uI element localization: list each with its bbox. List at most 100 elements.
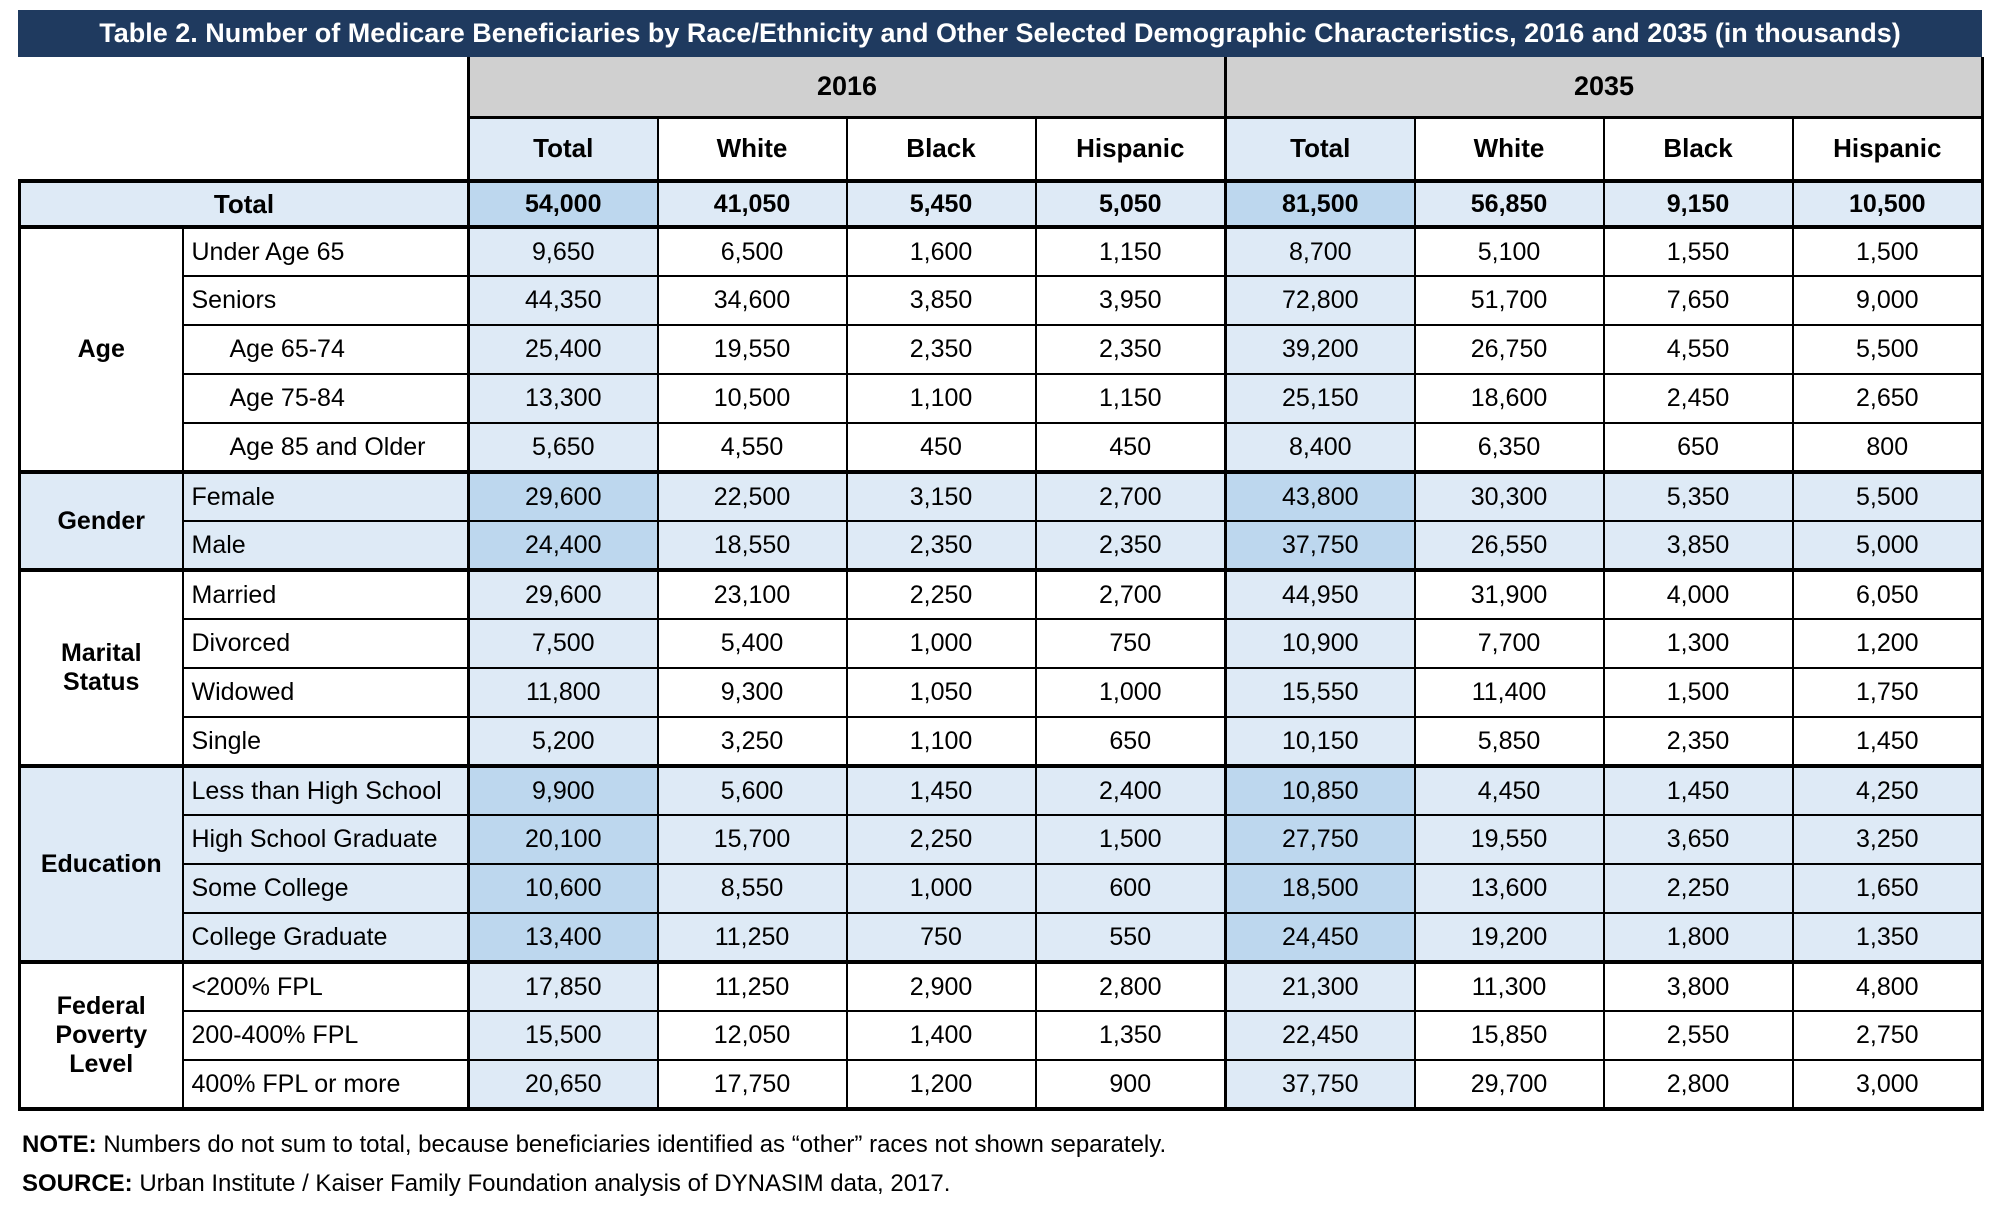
data-cell: 2,250 — [845, 568, 1037, 620]
data-cell: 2,550 — [1602, 1010, 1794, 1061]
table-row: Seniors 44,350 34,600 3,850 3,950 72,800 51,70… — [20, 275, 1985, 326]
group-label-education: Education — [18, 764, 184, 963]
data-cell: 11,250 — [656, 960, 848, 1012]
table-row: Age 75-84 13,300 10,500 1,100 1,150 25,150 18,… — [20, 373, 1985, 424]
column-header-row: Total White Black Hispanic Total White B… — [20, 116, 1985, 183]
data-cell: 2,250 — [845, 814, 1037, 865]
row-label: Some College — [181, 863, 470, 914]
data-cell: 7,650 — [1602, 275, 1794, 326]
data-cell: 750 — [1034, 618, 1227, 669]
table-row: Single 5,200 3,250 1,100 650 10,150 5,850 2,350… — [20, 716, 1985, 767]
group-label-federal-poverty-level: Federal Poverty Level — [18, 960, 184, 1111]
data-cell: 8,400 — [1224, 422, 1416, 473]
data-cell: 51,700 — [1413, 275, 1605, 326]
data-cell: 11,300 — [1413, 960, 1605, 1012]
table-row: Some College 10,600 8,550 1,000 600 18,500 13,… — [20, 863, 1985, 914]
data-cell: 2,800 — [1034, 960, 1227, 1012]
data-cell: 9,150 — [1602, 179, 1794, 229]
data-cell: 25,150 — [1224, 373, 1416, 424]
data-cell: 11,400 — [1413, 667, 1605, 718]
row-label: College Graduate — [181, 912, 470, 963]
data-cell: 1,000 — [845, 618, 1037, 669]
data-cell: 450 — [1034, 422, 1227, 473]
data-cell: 34,600 — [656, 275, 848, 326]
data-cell: 5,450 — [845, 179, 1037, 229]
data-cell: 9,000 — [1791, 275, 1985, 326]
data-cell: 1,150 — [1034, 373, 1227, 424]
year-header-2035: 2035 — [1224, 57, 1985, 119]
data-cell: 650 — [1034, 716, 1227, 767]
data-cell: 8,550 — [656, 863, 848, 914]
row-label: High School Graduate — [181, 814, 470, 865]
data-cell: 17,850 — [467, 960, 659, 1012]
data-cell: 15,700 — [656, 814, 848, 865]
data-cell: 27,750 — [1224, 814, 1416, 865]
col-header-total-2016: Total — [467, 116, 659, 183]
data-cell: 4,450 — [1413, 764, 1605, 816]
data-cell: 10,600 — [467, 863, 659, 914]
data-cell: 1,100 — [845, 716, 1037, 767]
data-cell: 17,750 — [656, 1059, 848, 1111]
beneficiaries-table: 2016 2035 Total White Black Hispanic Tot… — [18, 57, 1985, 1111]
data-cell: 7,500 — [467, 618, 659, 669]
data-cell: 1,500 — [1791, 225, 1985, 277]
data-cell: 4,800 — [1791, 960, 1985, 1012]
data-cell: 1,450 — [1791, 716, 1985, 767]
row-label: Divorced — [181, 618, 470, 669]
row-label: Age 75-84 — [181, 373, 470, 424]
col-header-total-2035: Total — [1224, 116, 1416, 183]
data-cell: 1,300 — [1602, 618, 1794, 669]
data-cell: 43,800 — [1224, 470, 1416, 522]
data-cell: 1,350 — [1791, 912, 1985, 963]
data-cell: 450 — [845, 422, 1037, 473]
data-cell: 6,050 — [1791, 568, 1985, 620]
data-cell: 3,250 — [1791, 814, 1985, 865]
data-cell: 5,350 — [1602, 470, 1794, 522]
data-cell: 20,650 — [467, 1059, 659, 1111]
data-cell: 19,200 — [1413, 912, 1605, 963]
data-cell: 24,450 — [1224, 912, 1416, 963]
data-cell: 4,550 — [1602, 324, 1794, 375]
data-cell: 5,050 — [1034, 179, 1227, 229]
data-cell: 15,550 — [1224, 667, 1416, 718]
data-cell: 2,350 — [1034, 520, 1227, 571]
data-cell: 2,700 — [1034, 568, 1227, 620]
data-cell: 600 — [1034, 863, 1227, 914]
table-row: College Graduate 13,400 11,250 750 550 24,450… — [20, 912, 1985, 963]
group-label-marital-status: Marital Status — [18, 568, 184, 767]
table-row: Age 85 and Older 5,650 4,550 450 450 8,400 6,3… — [20, 422, 1985, 473]
data-cell: 29,600 — [467, 470, 659, 522]
col-header-hispanic-2016: Hispanic — [1034, 116, 1227, 183]
data-cell: 18,600 — [1413, 373, 1605, 424]
data-cell: 19,550 — [656, 324, 848, 375]
table-row: Federal Poverty Level <200% FPL 17,850 11,2… — [18, 960, 1985, 1111]
row-label: Single — [181, 716, 470, 767]
data-cell: 1,500 — [1034, 814, 1227, 865]
data-cell: 13,300 — [467, 373, 659, 424]
data-cell: 750 — [845, 912, 1037, 963]
table-row: Age Under Age 65 9,650 6,500 1,600 1,150 8,700… — [18, 225, 1985, 473]
data-cell: 2,350 — [845, 520, 1037, 571]
table-row: Male 24,400 18,550 2,350 2,350 37,750 26,550 3,… — [20, 520, 1985, 571]
data-cell: 22,450 — [1224, 1010, 1416, 1061]
data-cell: 4,000 — [1602, 568, 1794, 620]
data-cell: 30,300 — [1413, 470, 1605, 522]
table-row: 400% FPL or more 20,650 17,750 1,200 900 37,7… — [20, 1059, 1985, 1111]
data-cell: 1,650 — [1791, 863, 1985, 914]
total-row: Total 54,000 41,050 5,450 5,050 81,500 5… — [18, 179, 1985, 229]
data-cell: 4,550 — [656, 422, 848, 473]
data-cell: 2,750 — [1791, 1010, 1985, 1061]
data-cell: 44,950 — [1224, 568, 1416, 620]
source-text: SOURCE: Urban Institute / Kaiser Family … — [22, 1170, 951, 1197]
data-cell: 3,850 — [845, 275, 1037, 326]
row-label: 400% FPL or more — [181, 1059, 470, 1111]
col-header-hispanic-2035: Hispanic — [1791, 116, 1985, 183]
data-cell: 5,000 — [1791, 520, 1985, 571]
row-label: Seniors — [181, 275, 470, 326]
col-header-black-2016: Black — [845, 116, 1037, 183]
data-cell: 39,200 — [1224, 324, 1416, 375]
data-cell: 2,250 — [1602, 863, 1794, 914]
data-cell: 29,600 — [467, 568, 659, 620]
data-cell: 3,950 — [1034, 275, 1227, 326]
